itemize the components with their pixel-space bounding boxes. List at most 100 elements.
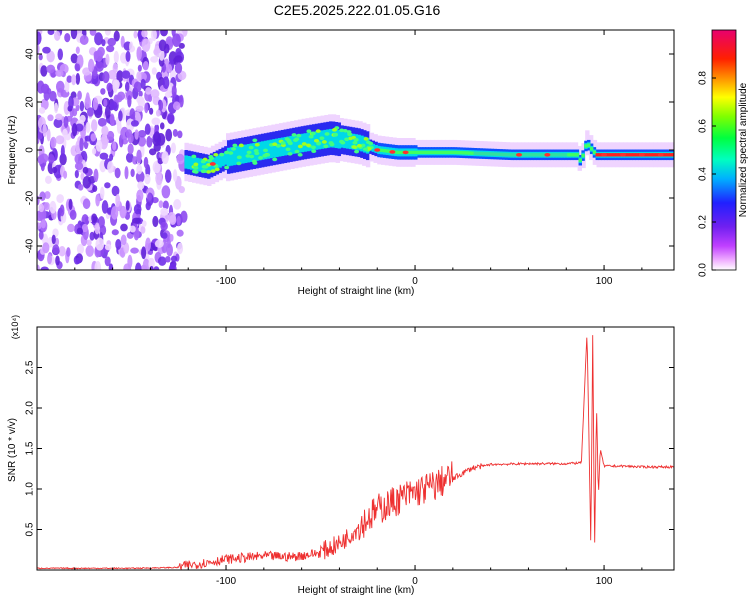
spectrogram-ytick-label: -40 xyxy=(25,238,36,253)
noise-blob xyxy=(101,125,109,137)
noise-blob xyxy=(103,98,108,107)
signal-peak-dot xyxy=(638,153,645,157)
noise-blob xyxy=(107,161,114,174)
noise-blob xyxy=(40,266,49,270)
noise-blob xyxy=(47,30,55,36)
colorbar-tick-label: 0.8 xyxy=(698,71,709,85)
signal-peak-line xyxy=(513,153,517,157)
signal-blob xyxy=(363,147,369,151)
signal-peak-line xyxy=(439,150,444,155)
signal-peak-line xyxy=(428,150,432,155)
noise-blob xyxy=(106,45,115,53)
snr-line xyxy=(37,335,674,570)
noise-blob xyxy=(79,114,86,123)
signal-blob xyxy=(253,148,259,153)
signal-blob xyxy=(342,128,348,133)
noise-blob xyxy=(110,206,119,220)
noise-blob xyxy=(68,198,73,211)
signal-blob xyxy=(294,149,300,154)
noise-blob xyxy=(66,75,73,83)
noise-blob xyxy=(44,191,51,200)
signal-peak-line xyxy=(484,152,489,156)
noise-blob xyxy=(136,96,145,104)
noise-blob xyxy=(132,217,141,224)
noise-blob xyxy=(108,263,114,270)
signal-blob xyxy=(251,159,257,164)
spectrogram-x-axis: -100 0 100 xyxy=(74,30,643,287)
signal-core xyxy=(229,147,234,166)
noise-blob xyxy=(161,185,171,199)
noise-blob xyxy=(40,219,46,229)
noise-blob xyxy=(112,141,117,151)
signal-peak-line xyxy=(572,153,577,157)
signal-core xyxy=(334,129,339,149)
signal-peak-line xyxy=(467,151,472,155)
noise-blob xyxy=(38,107,46,114)
colorbar-ticks: 0.0 0.2 0.4 0.6 0.8 xyxy=(698,71,716,277)
noise-blob xyxy=(82,67,91,76)
signal-peak-line xyxy=(399,150,404,155)
noise-blob xyxy=(55,255,60,266)
signal-blob xyxy=(258,156,264,160)
noise-blob xyxy=(71,74,77,86)
signal-core xyxy=(215,155,220,170)
signal-peak-line xyxy=(589,147,594,151)
signal-peak-line xyxy=(536,153,540,157)
noise-blob xyxy=(55,69,64,77)
noise-blob xyxy=(144,173,151,185)
spectrogram-chart: -100 0 100 -40 -20 0 20 40 Height of straight … xyxy=(7,29,675,297)
signal-core xyxy=(218,154,222,168)
noise-blob xyxy=(133,203,142,215)
noise-blob xyxy=(143,156,149,169)
noise-blob xyxy=(120,223,128,232)
signal-blob xyxy=(308,134,314,139)
signal-blob xyxy=(311,149,317,154)
signal-blob xyxy=(296,133,302,138)
signal-blob xyxy=(292,138,298,143)
signal-core xyxy=(292,135,296,154)
signal-peak-line xyxy=(450,150,455,155)
signal-blob xyxy=(246,150,252,155)
spectrogram-marks xyxy=(37,30,674,270)
signal-peak-line xyxy=(394,150,398,154)
noise-blob xyxy=(51,166,58,174)
noise-blob xyxy=(178,42,185,49)
noise-blob xyxy=(121,70,131,79)
noise-blob xyxy=(177,130,183,139)
signal-peak-line xyxy=(587,143,591,147)
noise-blob xyxy=(76,227,84,235)
noise-blob xyxy=(136,149,142,164)
signal-peak-line xyxy=(487,152,492,156)
noise-blob xyxy=(176,153,185,165)
noise-blob xyxy=(169,214,177,225)
signal-peak-line xyxy=(397,150,401,155)
noise-blob xyxy=(133,30,138,39)
signal-peak-line xyxy=(504,152,509,157)
signal-peak-line xyxy=(615,153,619,157)
noise-blob xyxy=(137,136,147,147)
noise-blob xyxy=(91,119,98,132)
noise-blob xyxy=(109,101,118,110)
signal-core xyxy=(207,160,211,174)
noise-blob xyxy=(49,90,57,102)
noise-blob xyxy=(106,130,115,141)
noise-blob xyxy=(158,49,165,61)
noise-blob xyxy=(46,88,52,95)
noise-blob xyxy=(86,107,94,117)
spectrogram-x-label: Height of straight line (km) xyxy=(298,286,415,297)
signal-blob xyxy=(238,143,244,148)
signal-core xyxy=(187,156,191,170)
signal-blob xyxy=(209,156,215,161)
noise-blob xyxy=(111,229,119,236)
noise-blob xyxy=(39,191,46,202)
noise-blob xyxy=(157,256,167,266)
noise-blob xyxy=(89,30,97,36)
noise-blob xyxy=(125,50,131,62)
noise-blob xyxy=(99,186,105,200)
signal-core xyxy=(357,134,361,151)
noise-blob xyxy=(113,30,120,42)
signal-blob xyxy=(193,170,199,174)
noise-blob xyxy=(123,242,130,254)
signal-core xyxy=(241,145,245,164)
signal-peak-line xyxy=(380,148,384,153)
